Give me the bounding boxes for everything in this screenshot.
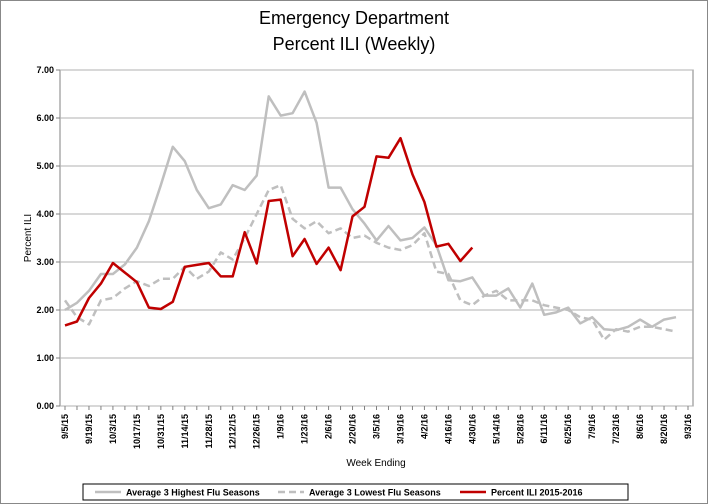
x-tick-label: 9/3/16: [683, 414, 693, 439]
x-tick-label: 8/6/16: [635, 414, 645, 439]
y-tick-label: 7.00: [36, 65, 54, 75]
x-tick-label: 6/11/16: [539, 414, 549, 444]
plot-area: [59, 69, 694, 407]
legend-label: Average 3 Lowest Flu Seasons: [309, 488, 441, 498]
chart-title: Emergency Department: [259, 8, 449, 28]
x-tick-label: 4/30/16: [467, 414, 477, 444]
x-tick-label: 4/2/16: [419, 414, 429, 439]
series-line: [64, 90, 677, 332]
y-tick-label: 1.00: [36, 353, 54, 363]
x-tick-label: 11/14/15: [180, 414, 190, 449]
x-tick-label: 3/19/16: [395, 414, 405, 444]
y-tick-label: 4.00: [36, 209, 54, 219]
y-tick-label: 0.00: [36, 401, 54, 411]
x-tick-label: 8/20/16: [659, 414, 669, 444]
x-tick-label: 10/3/15: [108, 414, 118, 444]
x-tick-label: 12/12/15: [228, 414, 238, 449]
x-tick-label: 10/31/15: [156, 414, 166, 449]
x-tick-label: 3/5/16: [372, 414, 382, 439]
x-tick-label: 9/19/15: [84, 414, 94, 444]
x-tick-label: 5/28/16: [515, 414, 525, 444]
legend-label: Percent ILI 2015-2016: [491, 488, 583, 498]
x-tick-label: 5/14/16: [491, 414, 501, 444]
series-line: [63, 183, 677, 342]
legend-label: Average 3 Highest Flu Seasons: [126, 488, 260, 498]
y-tick-label: 6.00: [36, 113, 54, 123]
chart-title: Percent ILI (Weekly): [273, 34, 436, 54]
y-tick-label: 2.00: [36, 305, 54, 315]
legend-box: [82, 483, 629, 501]
x-tick-label: 10/17/15: [132, 414, 142, 449]
x-tick-label: 9/5/15: [60, 414, 70, 439]
x-tick-label: 2/6/16: [324, 414, 334, 439]
x-tick-label: 7/23/16: [611, 414, 621, 444]
y-axis-label: Percent ILI: [23, 214, 34, 262]
x-tick-label: 1/9/16: [276, 414, 286, 439]
y-tick-label: 5.00: [36, 161, 54, 171]
x-tick-label: 12/26/15: [252, 414, 262, 449]
x-tick-label: 11/28/15: [204, 414, 214, 449]
y-tick-label: 3.00: [36, 257, 54, 267]
x-tick-label: 2/20/16: [348, 414, 358, 444]
series-line: [64, 136, 474, 327]
x-tick-label: 7/9/16: [587, 414, 597, 439]
x-axis-label: Week Ending: [346, 458, 405, 469]
x-tick-label: 6/25/16: [563, 414, 573, 444]
x-tick-label: 4/16/16: [443, 414, 453, 444]
x-tick-label: 1/23/16: [300, 414, 310, 444]
